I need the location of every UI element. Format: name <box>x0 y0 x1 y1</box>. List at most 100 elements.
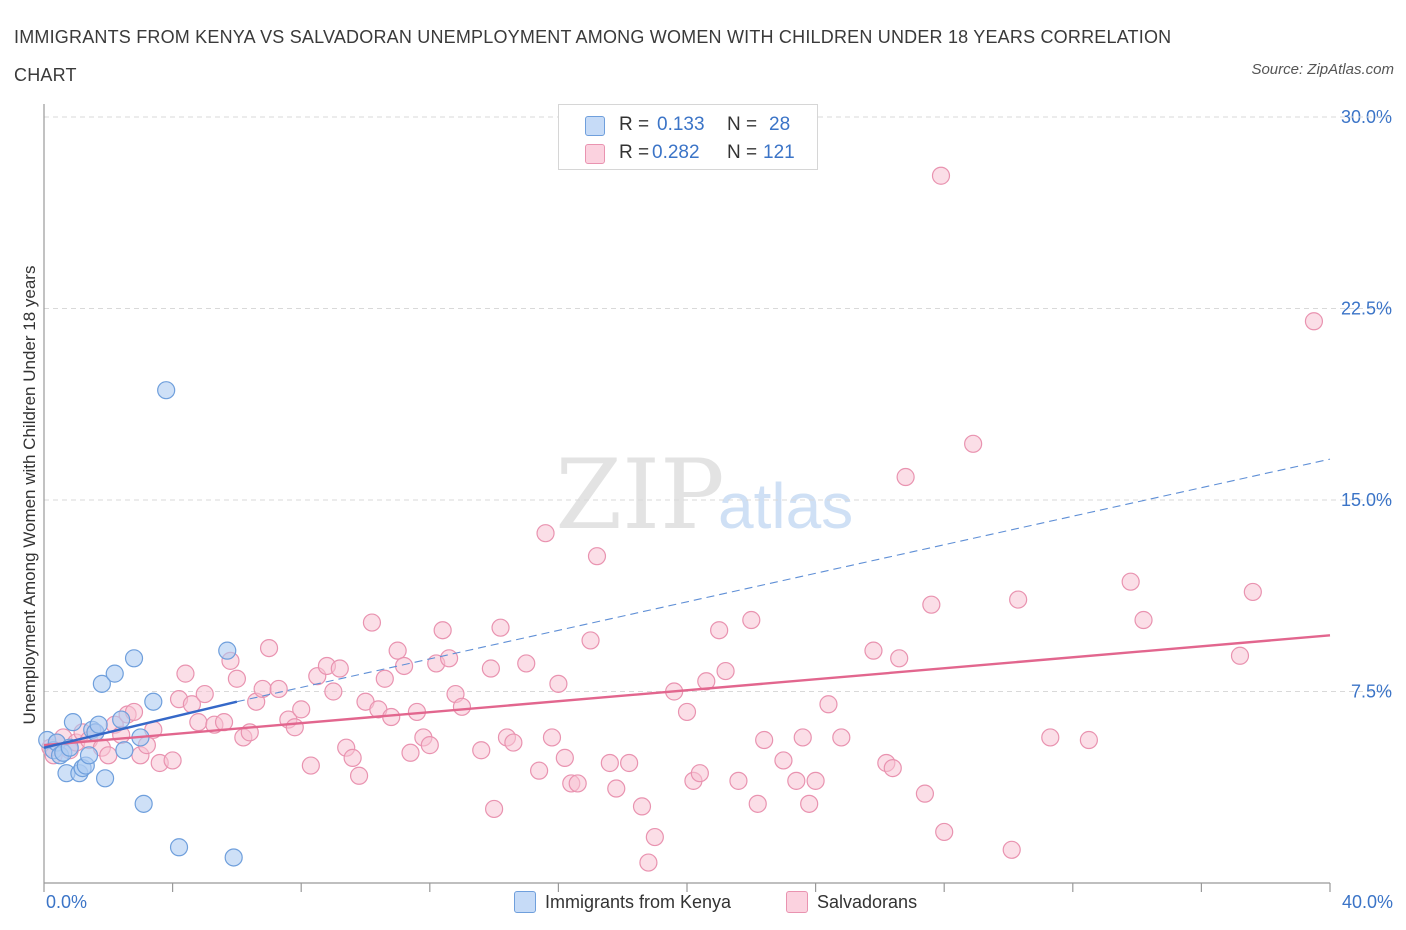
salvadoran-swatch <box>585 144 605 164</box>
kenya-point <box>224 848 243 867</box>
kenya-trend-extension <box>236 458 1331 703</box>
salvadoran-point <box>481 659 500 678</box>
salvadoran-point <box>542 728 562 747</box>
kenya-point <box>89 715 108 734</box>
salvadoran-point <box>1134 610 1153 630</box>
salvadoran-point <box>896 467 915 487</box>
salvadoran-trend-line <box>43 634 1331 747</box>
n-label: N = <box>727 114 758 135</box>
salvadoran-point <box>227 669 246 688</box>
kenya-point <box>144 692 163 711</box>
correlation-legend: R = 0.133 N = 28 R = 0.282 N = 121 <box>558 104 818 170</box>
kenya-point <box>124 649 144 668</box>
kenya-trend-line <box>43 700 238 749</box>
salvadoran-point <box>639 853 658 872</box>
kenya-point <box>134 794 153 813</box>
salvadoran-point <box>710 621 729 640</box>
salvadoran-point <box>1304 312 1324 331</box>
salvadoran-point <box>890 649 909 668</box>
y-tick-label: 7.5% <box>1351 682 1392 702</box>
salvadoran-point <box>832 728 851 747</box>
salvadoran-point <box>485 799 504 819</box>
r-value: 0.282 <box>652 142 700 163</box>
salvadoran-point <box>755 730 774 750</box>
salvadoran-point <box>504 733 523 752</box>
salvadoran-point <box>1079 730 1098 750</box>
salvadoran-point <box>915 784 935 803</box>
salvadoran-point <box>800 794 819 813</box>
salvadoran-swatch <box>786 891 808 913</box>
salvadoran-point <box>343 748 362 767</box>
salvadoran-point <box>964 434 983 453</box>
y-tick-label: 15.0% <box>1341 490 1392 510</box>
watermark-atlas: atlas <box>718 470 853 542</box>
salvadoran-point <box>645 827 664 847</box>
salvadoran-point <box>581 631 600 650</box>
salvadoran-point <box>555 748 574 767</box>
salvadoran-point <box>420 736 439 755</box>
n-value: 121 <box>763 142 795 163</box>
salvadoran-point <box>864 641 883 660</box>
kenya-point <box>92 674 111 693</box>
salvadoran-point <box>922 595 941 614</box>
salvadoran-point <box>491 618 510 637</box>
salvadoran-point <box>1041 728 1060 747</box>
salvadoran-point <box>349 766 369 785</box>
salvadoran-point <box>677 702 697 722</box>
kenya-point <box>95 769 115 788</box>
salvadoran-point <box>375 669 394 688</box>
salvadoran-point <box>195 684 214 704</box>
salvadoran-point <box>931 166 951 185</box>
salvadoran-point <box>530 761 549 780</box>
salvadoran-point <box>729 771 748 790</box>
salvadoran-point <box>269 679 288 699</box>
salvadoran-point <box>163 751 182 770</box>
watermark-zip: ZIP <box>555 439 724 551</box>
r-value: 0.133 <box>657 114 705 135</box>
salvadoran-point <box>787 771 806 790</box>
kenya-point <box>63 713 83 732</box>
salvadoran-point <box>607 779 626 798</box>
salvadoran-point <box>176 664 195 683</box>
salvadoran-point <box>549 674 568 693</box>
salvadoran-point <box>536 524 555 543</box>
kenya-point <box>115 741 134 760</box>
salvadoran-point <box>883 758 902 778</box>
salvadoran-point <box>1230 646 1250 665</box>
r-label: R = <box>619 142 650 163</box>
salvadoran-point <box>394 656 414 676</box>
salvadoran-point <box>433 621 452 640</box>
salvadoran-point <box>632 797 652 816</box>
salvadoran-point <box>600 753 619 773</box>
salvadoran-point <box>819 695 838 714</box>
salvadoran-point <box>690 764 709 783</box>
salvadoran-point <box>1009 590 1028 609</box>
kenya-point <box>79 746 99 765</box>
salvadoran-point <box>401 743 420 762</box>
kenya-point <box>105 664 124 683</box>
salvadoran-point <box>697 672 716 691</box>
salvadoran-point <box>742 610 761 630</box>
r-label: R = <box>619 114 650 135</box>
salvadoran-point <box>620 753 639 773</box>
salvadoran-point <box>1243 582 1262 602</box>
n-label: N = <box>727 142 758 163</box>
kenya-swatch <box>514 891 536 913</box>
kenya-point <box>112 710 131 729</box>
salvadoran-point <box>568 774 587 793</box>
kenya-point <box>157 381 176 400</box>
salvadoran-point <box>189 713 208 732</box>
salvadoran-point <box>292 700 311 719</box>
chart-title: IMMIGRANTS FROM KENYA VS SALVADORAN UNEM… <box>14 27 1172 85</box>
salvadoran-point <box>362 613 382 632</box>
salvadoran-point <box>452 697 472 716</box>
salvadoran-point <box>793 728 812 747</box>
salvadoran-point <box>748 794 767 813</box>
salvadoran-point <box>1121 572 1140 591</box>
legend-label: Salvadorans <box>817 892 918 912</box>
salvadoran-point <box>388 641 407 660</box>
n-value: 28 <box>769 114 791 135</box>
salvadoran-point <box>285 718 304 737</box>
kenya-swatch <box>585 116 605 136</box>
